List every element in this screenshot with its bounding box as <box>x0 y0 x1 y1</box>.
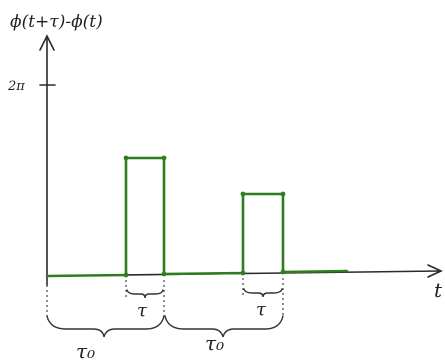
y-tick-label: 2π <box>7 79 25 94</box>
pulse-signal <box>45 156 349 278</box>
y-axis-label: ϕ(t+τ)-ϕ(t) <box>10 12 103 32</box>
x-axis-arrowhead <box>427 264 443 278</box>
signal-point <box>280 191 286 197</box>
pulse-width-label-2: τ <box>256 299 267 320</box>
signal-point <box>161 155 167 161</box>
signal-point <box>280 269 286 275</box>
signal-point <box>161 271 167 277</box>
signal-point <box>123 272 129 278</box>
y-axis-arrowhead <box>39 34 55 51</box>
signal-point <box>240 191 246 197</box>
pulse-width-brace-1 <box>126 289 164 299</box>
x-axis-label: t <box>434 278 443 302</box>
period-label-2: τ₀ <box>205 331 224 355</box>
pulse-width-brace-2 <box>243 288 283 298</box>
signal-point <box>123 155 129 161</box>
pulse-width-label-1: τ <box>137 300 148 321</box>
period-brace-2 <box>164 315 284 338</box>
period-label-1: τ₀ <box>76 339 95 363</box>
period-brace-1 <box>46 315 165 338</box>
signal-point <box>240 270 246 276</box>
